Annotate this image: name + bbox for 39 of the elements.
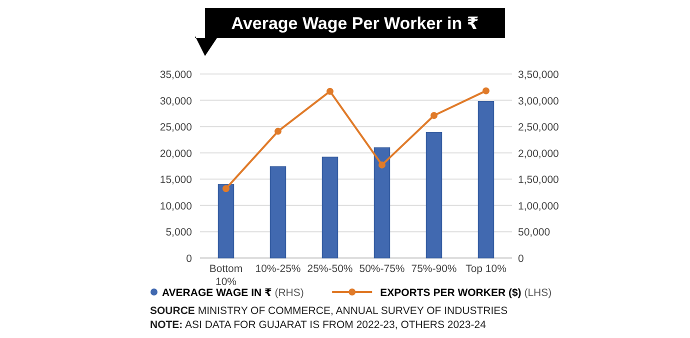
legend-label: EXPORTS PER WORKER ($) (LHS) bbox=[380, 287, 552, 299]
bar bbox=[218, 184, 234, 258]
x-tick-label: 25%-50% bbox=[307, 263, 353, 275]
y-tick-label: 35,000 bbox=[160, 69, 192, 81]
y-tick-label: 20,000 bbox=[160, 148, 192, 160]
text: NOTE: ASI DATA FOR GUJARAT IS FROM 2022-23, OTHERS 2023-24 bbox=[150, 319, 486, 331]
y2-tick-label: 3,50,000 bbox=[518, 69, 560, 81]
point bbox=[274, 128, 282, 135]
y-tick-label: 15,000 bbox=[160, 174, 192, 186]
y-tick-label: 10,000 bbox=[160, 200, 192, 212]
bar bbox=[426, 132, 442, 258]
y-tick-label: 0 bbox=[186, 253, 192, 265]
y2-tick-label: 0 bbox=[518, 253, 524, 265]
y2-tick-label: 1,50,000 bbox=[518, 174, 560, 186]
legend-label: AVERAGE WAGE IN ₹ (RHS) bbox=[162, 287, 304, 299]
bar bbox=[270, 166, 286, 258]
bar bbox=[374, 147, 390, 258]
bar bbox=[322, 156, 338, 258]
y2-tick-label: 50,000 bbox=[518, 226, 550, 239]
y2-tick-label: 1,00,000 bbox=[518, 200, 560, 212]
x-tick-label: 75%-90% bbox=[411, 263, 457, 275]
source-note: SOURCE MINISTRY OF COMMERCE, ANNUAL SURVEY OF INDUSTRIES bbox=[150, 305, 508, 317]
y2-tick-label: 2,50,000 bbox=[518, 122, 560, 134]
point bbox=[222, 185, 230, 192]
y-tick-label: 25,000 bbox=[160, 122, 192, 134]
point bbox=[378, 161, 386, 168]
y-tick-label: 5,000 bbox=[166, 226, 192, 239]
y2-tick-label: 2,00,000 bbox=[518, 148, 560, 160]
y-tick-label: 30,000 bbox=[160, 95, 192, 108]
chart-title: Average Wage Per Worker in ₹ bbox=[231, 14, 479, 33]
x-tick-label: Top 10% bbox=[466, 263, 506, 275]
point bbox=[326, 88, 334, 95]
point bbox=[430, 112, 438, 120]
bar bbox=[478, 101, 494, 258]
x-tick-label: 50%-75% bbox=[359, 263, 405, 275]
point bbox=[482, 87, 490, 94]
x-tick-label: Bottom 10% bbox=[209, 263, 243, 288]
y2-tick-label: 3,00,000 bbox=[518, 95, 560, 108]
x-tick-label: 10%-25% bbox=[255, 263, 301, 275]
